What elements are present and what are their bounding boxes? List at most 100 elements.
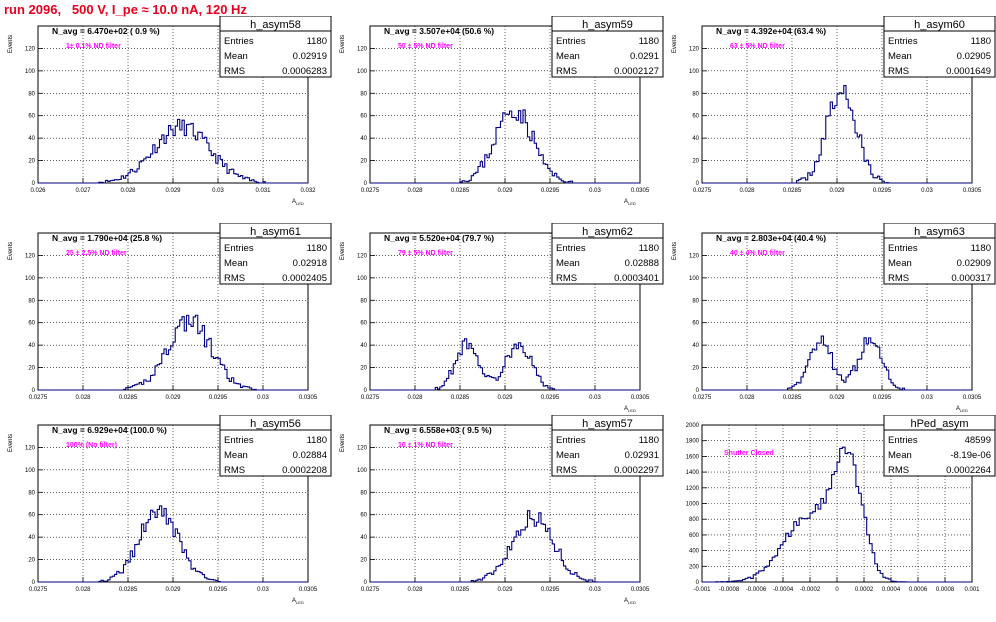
stats-mean-value: 0.02905 bbox=[957, 51, 991, 62]
x-tick-label: 0.0295 bbox=[873, 395, 892, 401]
stats-mean-label: Mean bbox=[888, 450, 912, 461]
stats-box bbox=[219, 223, 332, 285]
x-tick-label: 0.0295 bbox=[209, 587, 228, 593]
stats-entries-value: 1180 bbox=[639, 435, 659, 446]
x-tick-label: -0.001 bbox=[693, 587, 711, 593]
stats-rms-value: 0.0003401 bbox=[614, 273, 659, 284]
pad-h-asym59: 0.0275 0.028 0.0285 0.029 0.0295 0.03 0.0305 0 2… bbox=[332, 16, 664, 223]
y-tick-label: 40 bbox=[692, 343, 699, 349]
x-tick-label: -0.0002 bbox=[800, 587, 821, 593]
stats-rms-label: RMS bbox=[888, 273, 909, 284]
x-tick-label: 0.0285 bbox=[451, 395, 470, 401]
y-tick-label: 200 bbox=[689, 564, 700, 570]
stats-mean-value: 0.0291 bbox=[630, 51, 659, 62]
stats-rms-value: 0.0001649 bbox=[946, 66, 991, 77]
stats-rms-value: 0.0002264 bbox=[946, 465, 991, 476]
y-tick-label: 100 bbox=[357, 468, 368, 474]
y-tick-label: 20 bbox=[360, 558, 367, 564]
stats-box bbox=[219, 16, 332, 78]
y-tick-label: 20 bbox=[360, 366, 367, 372]
histogram-h-asym59: 0.0275 0.028 0.0285 0.029 0.0295 0.03 0.0305 0 2… bbox=[340, 16, 664, 206]
x-tick-label: 0.029 bbox=[165, 587, 181, 593]
stats-title: h_asym63 bbox=[914, 226, 965, 238]
y-tick-label: 0 bbox=[364, 388, 368, 394]
pad-h-asym62: 0.0275 0.028 0.0285 0.029 0.0295 0.03 0.0305 0 2… bbox=[332, 223, 664, 430]
x-tick-label: 0.029 bbox=[829, 395, 845, 401]
x-tick-label: 0.028 bbox=[407, 587, 423, 593]
stats-mean-value: 0.02909 bbox=[957, 258, 991, 269]
pad-h-asym63: 0.0275 0.028 0.0285 0.029 0.0295 0.03 0.0305 0 2… bbox=[664, 223, 996, 430]
navg-label: N_avg = 1.790e+04 (25.8 %) bbox=[52, 233, 162, 243]
x-tick-label: 0.03 bbox=[921, 188, 933, 194]
y-tick-label: 20 bbox=[28, 558, 35, 564]
y-tick-label: 80 bbox=[360, 298, 367, 304]
stats-mean-label: Mean bbox=[888, 51, 912, 62]
y-tick-label: 80 bbox=[360, 490, 367, 496]
x-tick-label: 0.0002 bbox=[855, 587, 874, 593]
run-title: run 2096, 500 V, I_pe ≈ 10.0 nA, 120 Hz bbox=[4, 2, 247, 17]
y-tick-label: 100 bbox=[25, 468, 36, 474]
x-tick-label: 0.028 bbox=[739, 395, 755, 401]
x-axis-label: ALED bbox=[624, 406, 636, 413]
y-tick-label: 120 bbox=[25, 46, 36, 52]
histogram-h-asym63: 0.0275 0.028 0.0285 0.029 0.0295 0.03 0.0305 0 2… bbox=[672, 223, 996, 413]
stats-rms-label: RMS bbox=[224, 465, 245, 476]
x-tick-label: 0.0008 bbox=[936, 587, 955, 593]
y-tick-label: 60 bbox=[692, 114, 699, 120]
x-tick-label: 0.03 bbox=[921, 395, 933, 401]
filter-label: 50 ± 5% ND filter bbox=[398, 43, 453, 50]
y-axis-label: Events bbox=[340, 35, 346, 53]
navg-label: N_avg = 6.470e+02 ( 0.9 %) bbox=[52, 26, 160, 36]
y-tick-label: 80 bbox=[28, 91, 35, 97]
y-tick-label: 40 bbox=[360, 343, 367, 349]
pad-h-asym60: 0.0275 0.028 0.0285 0.029 0.0295 0.03 0.0305 0 2… bbox=[664, 16, 996, 223]
histogram-h-asym62: 0.0275 0.028 0.0285 0.029 0.0295 0.03 0.0305 0 2… bbox=[340, 223, 664, 413]
y-axis-label: Events bbox=[672, 242, 678, 260]
y-tick-label: 1600 bbox=[686, 454, 700, 460]
y-tick-label: 0 bbox=[32, 181, 36, 187]
x-tick-label: 0.0285 bbox=[119, 587, 138, 593]
x-tick-label: 0.029 bbox=[497, 188, 513, 194]
y-tick-label: 120 bbox=[25, 445, 36, 451]
histogram-outline bbox=[370, 510, 640, 583]
x-tick-label: 0.0006 bbox=[909, 587, 928, 593]
y-tick-label: 100 bbox=[689, 69, 700, 75]
stats-mean-label: Mean bbox=[556, 51, 580, 62]
y-tick-label: 80 bbox=[28, 490, 35, 496]
y-tick-label: 1800 bbox=[686, 439, 700, 445]
stats-title: h_asym61 bbox=[250, 226, 301, 238]
histogram-outline bbox=[38, 505, 308, 583]
y-tick-label: 0 bbox=[696, 388, 700, 394]
navg-label: N_avg = 6.929e+04 (100.0 %) bbox=[52, 425, 167, 435]
histogram-h-asym58: 0.026 0.027 0.028 0.029 0.03 0.031 0.032 0 20 40 6… bbox=[8, 16, 332, 206]
stats-entries-value: 1180 bbox=[639, 243, 659, 254]
filter-label: 100% (No filter) bbox=[66, 442, 117, 449]
stats-entries-label: Entries bbox=[556, 36, 586, 47]
histogram-outline bbox=[702, 446, 972, 583]
y-tick-label: 100 bbox=[25, 69, 36, 75]
stats-entries-value: 1180 bbox=[639, 36, 659, 47]
stats-title: hPed_asym bbox=[910, 418, 968, 430]
stats-mean-label: Mean bbox=[556, 450, 580, 461]
y-tick-label: 60 bbox=[28, 513, 35, 519]
y-tick-label: 1400 bbox=[686, 470, 700, 476]
stats-title: h_asym57 bbox=[582, 418, 633, 430]
stats-mean-value: -8.19e-06 bbox=[950, 450, 991, 461]
x-tick-label: 0.0295 bbox=[541, 395, 560, 401]
histogram-outline bbox=[702, 335, 972, 391]
y-tick-label: 0 bbox=[32, 580, 36, 586]
histogram-outline bbox=[370, 338, 640, 391]
x-tick-label: 0.029 bbox=[165, 395, 181, 401]
y-tick-label: 600 bbox=[689, 533, 700, 539]
x-axis-label: ALED bbox=[956, 406, 968, 413]
x-tick-label: 0.03 bbox=[589, 587, 601, 593]
x-tick-label: 0.029 bbox=[497, 395, 513, 401]
histogram-outline bbox=[702, 85, 972, 184]
stats-mean-label: Mean bbox=[888, 258, 912, 269]
pad-h-asym58: 0.026 0.027 0.028 0.029 0.03 0.031 0.032 0 20 40 6… bbox=[0, 16, 332, 223]
y-axis-label: Events bbox=[340, 242, 346, 260]
x-tick-label: 0.0295 bbox=[209, 395, 228, 401]
x-tick-label: 0.03 bbox=[212, 188, 224, 194]
x-tick-label: 0.0275 bbox=[361, 395, 380, 401]
y-tick-label: 120 bbox=[357, 445, 368, 451]
